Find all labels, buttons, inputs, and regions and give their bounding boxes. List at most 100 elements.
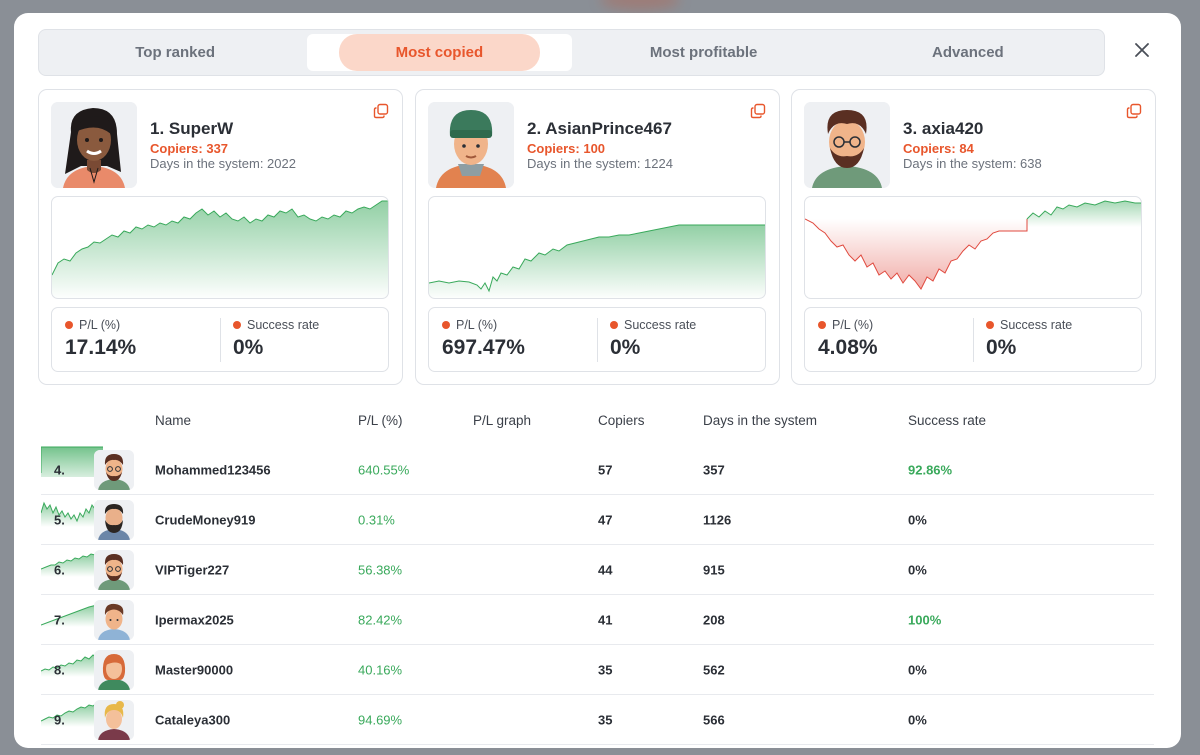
days-in-system: 562	[703, 662, 725, 677]
stats-box: P/L (%) 17.14% Success rate 0%	[51, 307, 389, 372]
pl-value: 56.38%	[358, 562, 403, 577]
top-trader-card-1: 1. SuperW Copiers: 337 Days in the syste…	[38, 89, 403, 385]
avatar	[804, 102, 890, 188]
copiers-count: Copiers: 100	[527, 141, 606, 156]
success-rate: 100%	[908, 612, 942, 627]
stat-label: P/L (%)	[456, 318, 498, 332]
tab-most-profitable[interactable]: Most profitable	[572, 34, 836, 71]
trader-name: Mohammed123456	[155, 462, 271, 477]
avatar	[94, 649, 134, 690]
stats-box: P/L (%) 697.47% Success rate 0%	[428, 307, 766, 372]
success-stat: Success rate 0%	[610, 318, 696, 360]
pl-value: 17.14%	[65, 336, 137, 359]
success-value: 0%	[610, 336, 641, 359]
rank: 6.	[54, 562, 65, 577]
pl-value: 0.31%	[358, 512, 395, 527]
pl-stat: P/L (%) 4.08%	[818, 318, 878, 360]
days-in-system: 915	[703, 562, 725, 577]
days-in-system: Days in the system: 1224	[527, 156, 673, 171]
col-success: Success rate	[908, 413, 987, 428]
trader-name: 3. axia420	[903, 119, 984, 138]
leaderboard-modal: Top ranked Most copied Most profitable A…	[14, 13, 1181, 748]
pl-graph	[51, 196, 389, 299]
table-row[interactable]: 5. CrudeMoney919 0.31% 47 1126 0%	[40, 495, 1154, 545]
tab-top-ranked[interactable]: Top ranked	[43, 34, 307, 71]
copiers-count: Copiers: 337	[150, 141, 229, 156]
copiers-count: 44	[598, 562, 613, 577]
top-trader-card-3: 3. axia420 Copiers: 84 Days in the syste…	[791, 89, 1156, 385]
pl-value: 4.08%	[818, 336, 878, 359]
table-row[interactable]: 6. VIPTiger227 56.38% 44 915 0%	[40, 545, 1154, 595]
days-in-system: 566	[703, 712, 725, 727]
stat-label: Success rate	[247, 318, 320, 332]
success-rate: 0%	[908, 662, 927, 677]
success-rate: 0%	[908, 712, 927, 727]
avatar	[94, 549, 134, 590]
col-pl: P/L (%)	[358, 413, 403, 428]
col-days: Days in the system	[703, 413, 818, 428]
pl-sparkline	[40, 552, 103, 577]
pl-graph	[804, 196, 1142, 299]
rank: 8.	[54, 662, 65, 677]
rank: 4.	[54, 462, 65, 477]
success-value: 0%	[986, 336, 1017, 359]
avatar	[94, 699, 134, 740]
pl-value: 697.47%	[442, 336, 525, 359]
top-trader-card-2: 2. AsianPrince467 Copiers: 100 Days in t…	[415, 89, 780, 385]
backdrop-decoration	[600, 0, 680, 10]
rank: 5.	[54, 512, 65, 527]
copiers-count: 35	[598, 662, 613, 677]
copiers-count: Copiers: 84	[903, 141, 974, 156]
rank: 9.	[54, 712, 65, 727]
avatar	[94, 599, 134, 640]
days-in-system: 208	[703, 612, 725, 627]
success-stat: Success rate 0%	[986, 318, 1072, 360]
success-value: 0%	[233, 336, 264, 359]
copy-icon[interactable]	[1126, 103, 1142, 119]
table-header: Name P/L (%) P/L graph Copiers Days in t…	[14, 413, 1181, 433]
trader-name: 2. AsianPrince467	[527, 119, 672, 138]
pl-stat: P/L (%) 697.47%	[442, 318, 525, 360]
divider	[597, 318, 598, 362]
tab-advanced[interactable]: Advanced	[836, 34, 1100, 71]
tab-label: Top ranked	[135, 44, 215, 61]
stat-label: P/L (%)	[79, 318, 121, 332]
trader-name: Ipermax2025	[155, 612, 234, 627]
col-graph: P/L graph	[473, 413, 532, 428]
pl-value: 94.69%	[358, 712, 403, 727]
trader-name: Master90000	[155, 662, 234, 677]
trader-name: Cataleya300	[155, 712, 231, 727]
table-row[interactable]: 9. Cataleya300 94.69% 35 566 0%	[40, 695, 1154, 745]
tab-label: Advanced	[932, 44, 1004, 61]
tab-label: Most copied	[395, 44, 484, 61]
table-row[interactable]: 4. Mohammed123456 640.55% 57 357 92.86%	[40, 445, 1154, 495]
tab-most-copied[interactable]: Most copied	[307, 34, 572, 71]
table-row[interactable]: 8. Master90000 40.16% 35 562 0%	[40, 645, 1154, 695]
avatar	[94, 449, 134, 490]
stats-box: P/L (%) 4.08% Success rate 0%	[804, 307, 1142, 372]
days-in-system: 1126	[703, 512, 732, 527]
pl-value: 40.16%	[358, 662, 403, 677]
trader-name: CrudeMoney919	[155, 512, 256, 527]
days-in-system: Days in the system: 638	[903, 156, 1042, 171]
stat-label: P/L (%)	[832, 318, 874, 332]
copiers-count: 47	[598, 512, 613, 527]
close-icon	[1135, 43, 1149, 57]
pl-sparkline	[40, 500, 104, 527]
col-copiers: Copiers	[598, 413, 645, 428]
avatar	[51, 102, 137, 188]
trader-name: 1. SuperW	[150, 119, 234, 138]
stat-label: Success rate	[624, 318, 697, 332]
days-in-system: Days in the system: 2022	[150, 156, 296, 171]
table-row[interactable]: 7. Ipermax2025 82.42% 41 208 100%	[40, 595, 1154, 645]
pl-sparkline	[40, 446, 103, 477]
divider	[973, 318, 974, 362]
copy-icon[interactable]	[750, 103, 766, 119]
close-button[interactable]	[1131, 39, 1153, 61]
copy-icon[interactable]	[373, 103, 389, 119]
pl-stat: P/L (%) 17.14%	[65, 318, 136, 360]
avatar	[94, 499, 134, 540]
trader-name: VIPTiger227	[155, 562, 230, 577]
success-stat: Success rate 0%	[233, 318, 319, 360]
copiers-count: 57	[598, 462, 613, 477]
